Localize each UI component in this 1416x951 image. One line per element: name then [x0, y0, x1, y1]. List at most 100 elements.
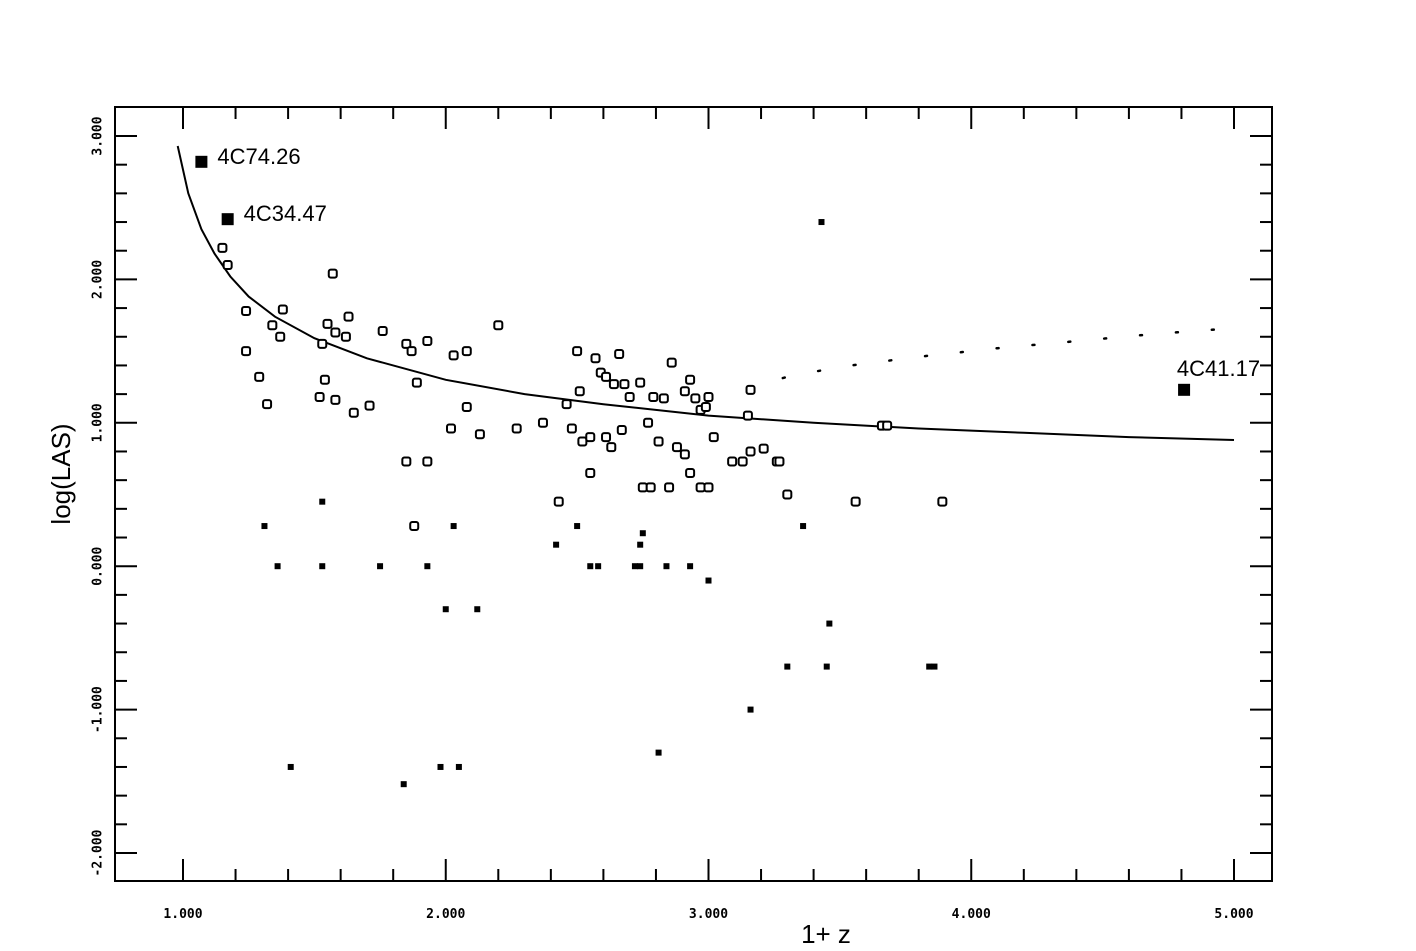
- open-square-point: [537, 417, 548, 428]
- open-square-point: [671, 442, 682, 453]
- open-square-point: [635, 377, 646, 388]
- open-square-point: [322, 318, 333, 329]
- open-square-point: [262, 399, 273, 410]
- open-square-point: [330, 394, 341, 405]
- open-square-point: [267, 320, 278, 331]
- open-square-point: [327, 268, 338, 279]
- y-tick-label: -1.000: [91, 686, 106, 733]
- open-square-point: [585, 432, 596, 443]
- open-square-point: [700, 402, 711, 413]
- open-square-point: [343, 311, 354, 322]
- open-square-point: [645, 482, 656, 493]
- open-square-point: [658, 393, 669, 404]
- open-square-point: [619, 379, 630, 390]
- open-square-point: [679, 449, 690, 460]
- x-axis-label: 1+ z: [801, 919, 851, 949]
- open-square-point: [314, 391, 325, 402]
- x-tick-label: 4.000: [952, 907, 991, 922]
- x-tick-label: 5.000: [1214, 907, 1253, 922]
- open-square-point: [624, 391, 635, 402]
- open-square-point: [758, 443, 769, 454]
- filled-square-point: [637, 541, 644, 548]
- source-annotations: 4C74.26 4C34.47 4C41.17: [217, 144, 1260, 381]
- y-tick-label: -2.000: [91, 829, 106, 876]
- filled-square-point: [319, 498, 326, 505]
- open-square-point: [703, 391, 714, 402]
- filled-square-point: [261, 523, 268, 530]
- filled-square-point: [826, 620, 833, 627]
- open-square-point: [737, 456, 748, 467]
- source-label: 4C74.26: [217, 144, 300, 169]
- filled-square-point: [587, 563, 594, 570]
- filled-square-point: [442, 606, 449, 613]
- filled-square-point: [639, 530, 646, 537]
- open-square-point: [882, 420, 893, 431]
- open-square-point: [606, 442, 617, 453]
- open-square-point: [572, 346, 583, 357]
- open-square-point: [585, 467, 596, 478]
- open-square-point: [448, 350, 459, 361]
- open-square-point: [666, 357, 677, 368]
- y-tick-label: 2.000: [91, 260, 106, 299]
- data-points: [195, 155, 1191, 788]
- open-square-point: [511, 423, 522, 434]
- model-curves: [176, 145, 1236, 441]
- filled-square-point: [663, 563, 670, 570]
- filled-square-point: [823, 663, 830, 670]
- filled-square-point: [553, 541, 560, 548]
- filled-square-point: [818, 219, 825, 226]
- filled-square-point: [705, 577, 712, 584]
- open-square-point: [411, 377, 422, 388]
- open-square-point: [222, 260, 233, 271]
- filled-square-point: [747, 706, 754, 713]
- filled-square-point: [474, 606, 481, 613]
- y-axis-label: log(LAS): [46, 423, 76, 524]
- open-square-point: [937, 496, 948, 507]
- open-square-point: [648, 391, 659, 402]
- filled-square-point: [687, 563, 694, 570]
- open-square-point: [601, 432, 612, 443]
- open-square-point: [577, 436, 588, 447]
- filled-square-point: [637, 563, 644, 570]
- open-square-point: [377, 326, 388, 337]
- open-square-point: [745, 446, 756, 457]
- filled-square-point: [319, 563, 326, 570]
- filled-square-point: [400, 781, 407, 788]
- open-square-point: [703, 482, 714, 493]
- model-curve: [176, 145, 1235, 441]
- open-square-point: [474, 429, 485, 440]
- open-square-point: [653, 436, 664, 447]
- open-square-point: [277, 304, 288, 315]
- open-square-point: [745, 384, 756, 395]
- open-square-point: [561, 399, 572, 410]
- x-tick-label: 3.000: [689, 907, 728, 922]
- open-square-point: [330, 327, 341, 338]
- open-square-point: [850, 496, 861, 507]
- open-square-point: [406, 346, 417, 357]
- y-tick-label: 0.000: [91, 546, 106, 585]
- open-square-point: [217, 242, 228, 253]
- filled-square-point: [800, 523, 807, 530]
- open-square-point: [685, 467, 696, 478]
- filled-square-point: [274, 563, 281, 570]
- source-label: 4C41.17: [1177, 356, 1260, 381]
- open-square-point: [742, 410, 753, 421]
- open-square-point: [616, 424, 627, 435]
- open-square-point: [317, 338, 328, 349]
- filled-square-point: [595, 563, 602, 570]
- open-square-point: [664, 482, 675, 493]
- filled-square-point: [455, 763, 462, 770]
- open-square-point: [401, 456, 412, 467]
- open-square-point: [275, 331, 286, 342]
- highlighted-source-point: [1178, 383, 1191, 396]
- open-square-point: [695, 482, 706, 493]
- axes: 1.000 2.000 3.000 4.000 5.000 3.000 2.000 1.000…: [91, 107, 1272, 922]
- plot-frame: [114, 106, 1273, 882]
- open-square-point: [685, 374, 696, 385]
- open-square-point: [493, 320, 504, 331]
- filled-square-point: [574, 523, 581, 530]
- open-square-point: [727, 456, 738, 467]
- open-square-point: [364, 400, 375, 411]
- y-tick-label: 3.000: [91, 116, 106, 155]
